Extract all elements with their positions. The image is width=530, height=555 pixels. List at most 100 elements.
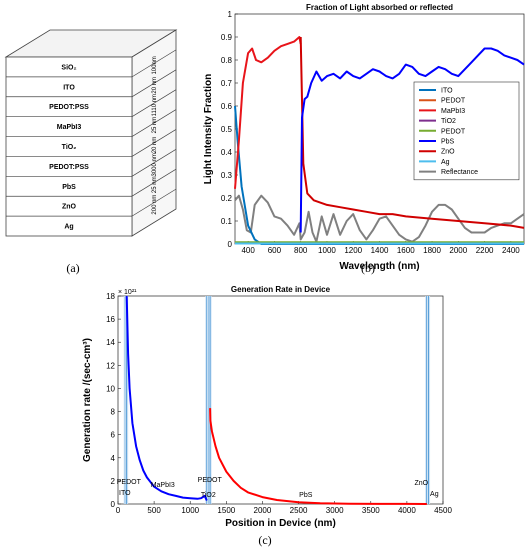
y-tick-label: 0.8 xyxy=(221,56,233,65)
series-line-mapbi3 xyxy=(234,36,302,189)
layer-divider-side xyxy=(131,109,177,137)
layer-label: PbS xyxy=(62,184,76,191)
layer-label: PEDOT:PSS xyxy=(49,104,89,111)
layer-thickness-label: 25 nm xyxy=(152,176,158,193)
layer-thickness-label: 25 nm xyxy=(152,117,158,134)
series-line-reflectance xyxy=(234,194,525,243)
layer-name-label: PEDOT xyxy=(117,479,142,486)
absorption-x-axis-label: Wavelength (nm) xyxy=(339,261,419,272)
layer-name-label: ITO xyxy=(119,490,131,497)
layer-divider-side xyxy=(131,149,177,177)
layer-label: ITO xyxy=(63,84,75,91)
y-tick-label: 4 xyxy=(111,454,116,463)
y-tick-label: 18 xyxy=(106,292,115,301)
x-tick-label: 600 xyxy=(268,246,282,255)
y-tick-label: 12 xyxy=(106,361,115,370)
y-tick-label: 8 xyxy=(111,408,116,417)
device-stack: SiO₂ ITO PEDOT:PSS MaPbI3 TiO₂ PEDOT:PSS PbS Zn… xyxy=(4,29,178,237)
generation-chart-title: Generation Rate in Device xyxy=(231,285,331,294)
x-tick-label: 1400 xyxy=(371,246,389,255)
x-tick-label: 400 xyxy=(241,246,255,255)
layer-label: PEDOT:PSS xyxy=(49,164,89,171)
layer-name-label: PEDOT xyxy=(198,477,223,484)
y-tick-label: 16 xyxy=(106,315,115,324)
layer-thickness-label: 20 nm xyxy=(152,77,158,94)
y-tick-label: 0.4 xyxy=(221,148,233,157)
caption-b: (b) xyxy=(361,261,375,275)
generation-axis-ticks: 0 500 1000 1500 2000 2500 3000 3500 4000 4500 0 2 4 6… xyxy=(106,292,452,515)
series-line-zno xyxy=(299,36,525,229)
generation-x-axis-label: Position in Device (nm) xyxy=(225,518,336,529)
x-tick-label: 0 xyxy=(116,506,121,515)
y-tick-label: 0 xyxy=(228,240,233,249)
caption-a: (a) xyxy=(66,261,79,275)
generation-y-axis-label: Generation rate /(sec-cm³) xyxy=(82,338,93,462)
layer-divider-side xyxy=(131,89,177,117)
x-tick-label: 500 xyxy=(147,506,161,515)
layer-name-label: PbS xyxy=(299,492,313,499)
layer-label: SiO₂ xyxy=(61,64,76,71)
x-tick-label: 1800 xyxy=(423,246,441,255)
legend-label: Reflectance xyxy=(441,169,478,176)
x-tick-label: 4000 xyxy=(398,506,416,515)
x-tick-label: 800 xyxy=(294,246,308,255)
x-tick-label: 2200 xyxy=(476,246,494,255)
layer-divider-side xyxy=(131,69,177,98)
layer-divider-side xyxy=(131,188,177,217)
y-tick-label: 0.9 xyxy=(221,33,233,42)
legend-label: MaPbI3 xyxy=(441,108,465,115)
absorption-legend: ITO PEDOT MaPbI3 TiO2 PEDOT PbS ZnO Ag Reflectan… xyxy=(413,81,520,181)
layer-name-label: ZnO xyxy=(415,480,429,487)
x-tick-label: 1000 xyxy=(318,246,336,255)
x-tick-label: 1600 xyxy=(397,246,415,255)
generation-series-lines xyxy=(125,295,427,505)
x-tick-label: 4500 xyxy=(434,506,452,515)
x-tick-label: 3500 xyxy=(362,506,380,515)
layer-thickness-label: 200 nm xyxy=(152,195,158,215)
y-tick-label: 10 xyxy=(106,384,115,393)
layer-label: TiO₂ xyxy=(62,144,77,151)
y-tick-label: 0.3 xyxy=(221,171,233,180)
absorption-y-axis-label: Light Intensity Fraction xyxy=(203,74,214,185)
absorption-chart: Fraction of Light absorbed or reflected … xyxy=(203,3,525,272)
layer-name-label: TiO2 xyxy=(201,492,216,499)
legend-label: PEDOT xyxy=(441,98,466,105)
layer-divider-side xyxy=(131,168,177,197)
layer-name-label: Ag xyxy=(430,491,439,498)
absorption-chart-title: Fraction of Light absorbed or reflected xyxy=(306,3,453,12)
y-tick-label: 0 xyxy=(111,500,116,509)
x-tick-label: 1500 xyxy=(217,506,235,515)
layer-thickness-label: 3000 nm xyxy=(152,153,158,176)
legend-label: TiO2 xyxy=(441,118,456,125)
caption-c: (c) xyxy=(258,533,271,547)
y-tick-label: 0.5 xyxy=(221,125,233,134)
legend-label: Ag xyxy=(441,159,450,166)
x-tick-label: 2000 xyxy=(254,506,272,515)
stack-front-face xyxy=(5,56,133,237)
layer-thickness-label: 100nm xyxy=(152,56,158,74)
y-tick-label: 0.6 xyxy=(221,102,233,111)
x-tick-label: 3000 xyxy=(326,506,344,515)
y-tick-label: 0.1 xyxy=(221,217,233,226)
layer-thickness-label: 20 nm xyxy=(152,137,158,154)
x-tick-label: 1200 xyxy=(344,246,362,255)
generation-plot-area xyxy=(117,295,444,505)
layer-label: Ag xyxy=(64,224,73,231)
y-tick-label: 6 xyxy=(111,431,116,440)
y-tick-label: 0.2 xyxy=(221,194,233,203)
generation-y-multiplier: × 10²¹ xyxy=(118,289,137,296)
layer-divider-side xyxy=(131,129,177,157)
layer-divider-side xyxy=(131,49,177,78)
absorption-series-lines xyxy=(234,36,525,245)
x-tick-label: 2000 xyxy=(449,246,467,255)
x-tick-label: 2400 xyxy=(502,246,520,255)
legend-label: ZnO xyxy=(441,149,455,156)
y-tick-label: 2 xyxy=(111,477,116,486)
y-tick-label: 0.7 xyxy=(221,79,233,88)
y-tick-label: 1 xyxy=(228,10,233,19)
generation-chart: Generation Rate in Device × 10²¹ Positio… xyxy=(82,285,452,529)
x-tick-label: 2500 xyxy=(290,506,308,515)
